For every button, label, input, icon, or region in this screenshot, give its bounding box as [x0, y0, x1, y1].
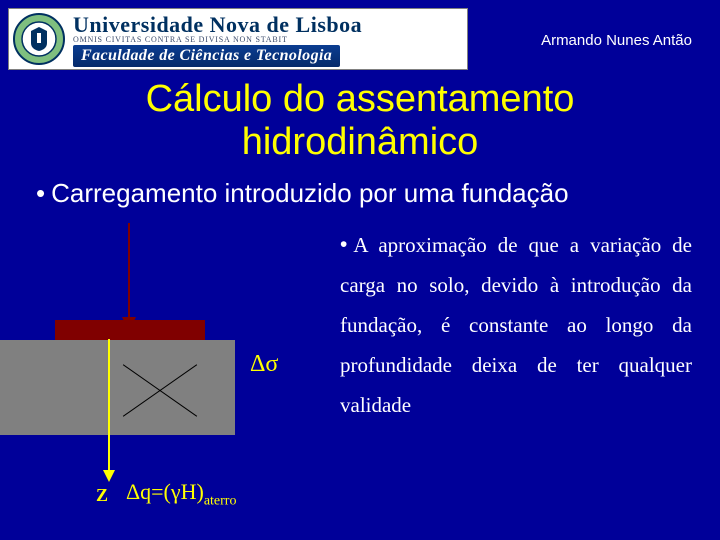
delta-q-subscript: aterro [204, 493, 237, 508]
main-bullet: •Carregamento introduzido por uma fundaç… [36, 178, 569, 209]
author-name: Armando Nunes Antão [541, 32, 692, 49]
faculty-name: Faculdade de Ciências e Tecnologia [73, 45, 340, 67]
university-logo [11, 11, 67, 67]
university-motto: OMNIS CIVITAS CONTRA SE DIVISA NON STABI… [73, 35, 467, 44]
depth-arrow-icon [108, 339, 110, 479]
main-bullet-text: Carregamento introduzido por uma fundaçã… [51, 178, 568, 208]
bullet-marker: • [340, 233, 347, 256]
title-line-1: Cálculo do assentamento [146, 78, 575, 120]
delta-q-label: Δq=(γH)aterro [126, 479, 236, 509]
slide-title: Cálculo do assentamento hidrodinâmico [0, 78, 720, 163]
delta-sigma-label: Δσ [250, 351, 278, 378]
header-band: Universidade Nova de Lisboa OMNIS CIVITA… [8, 8, 468, 70]
delta-q-prefix: Δq=(γH) [126, 479, 204, 504]
paragraph-text: A aproximação de que a variação de carga… [340, 233, 692, 417]
z-axis-label: Z [96, 485, 108, 506]
ground-block [0, 340, 235, 435]
explanation-paragraph: •A aproximação de que a variação de carg… [340, 225, 692, 425]
foundation-diagram: Δσ Z Δq=(γH)aterro [0, 305, 280, 505]
bullet-marker: • [36, 178, 45, 208]
title-line-2: hidrodinâmico [242, 121, 479, 163]
crest-icon [13, 13, 65, 65]
university-text-block: Universidade Nova de Lisboa OMNIS CIVITA… [67, 12, 467, 67]
load-arrow-icon [128, 223, 130, 328]
